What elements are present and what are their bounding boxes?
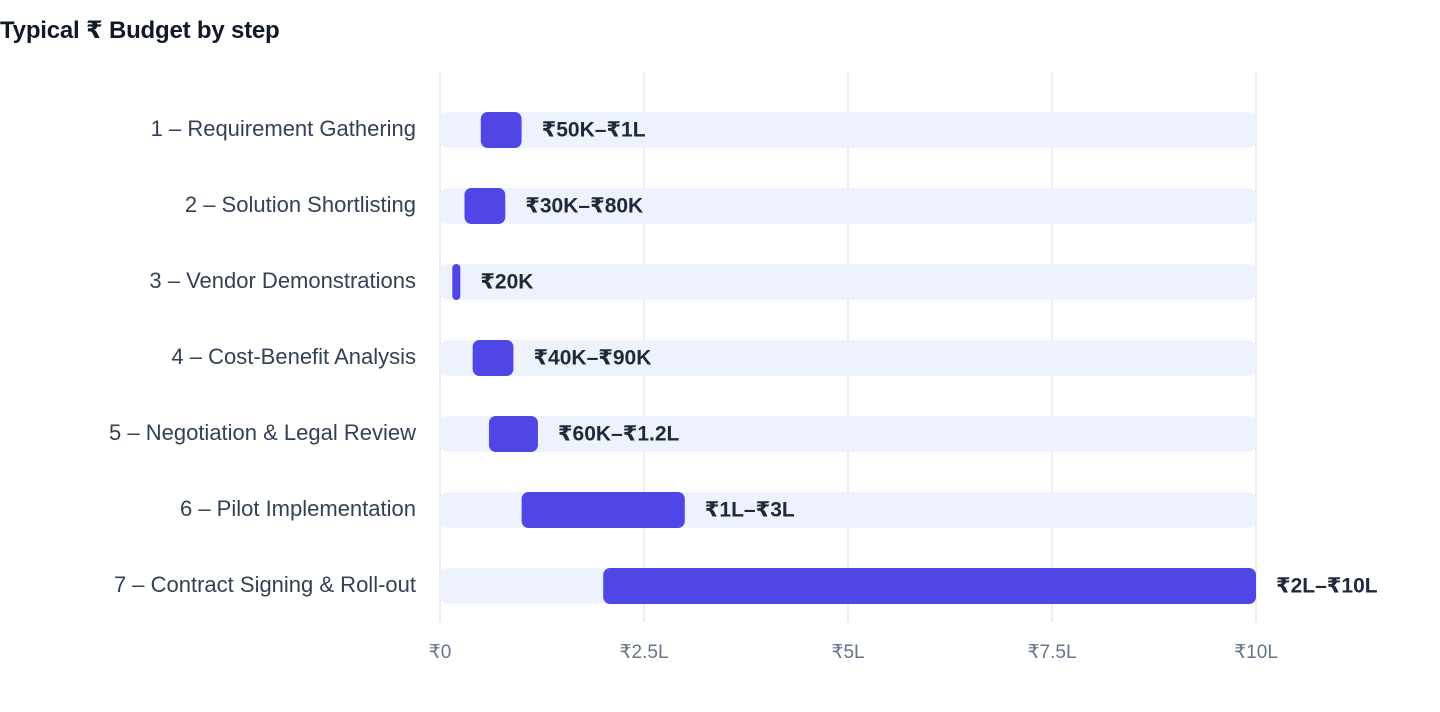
category-label: 2 – Solution Shortlisting bbox=[185, 192, 416, 217]
x-tick-label: ₹7.5L bbox=[1027, 642, 1076, 663]
category-label: 4 – Cost-Benefit Analysis bbox=[171, 344, 416, 369]
x-tick-label: ₹10L bbox=[1234, 642, 1278, 663]
bar-track bbox=[440, 340, 1256, 376]
range-bar bbox=[603, 568, 1256, 604]
chart-title: Typical ₹ Budget by step bbox=[0, 17, 280, 44]
value-label: ₹50K–₹1L bbox=[542, 119, 646, 142]
value-label: ₹20K bbox=[480, 271, 533, 294]
range-bar bbox=[452, 264, 461, 300]
range-bar bbox=[480, 112, 522, 148]
category-label: 1 – Requirement Gathering bbox=[151, 116, 416, 141]
bar-track bbox=[440, 188, 1256, 224]
x-tick-label: ₹2.5L bbox=[619, 642, 668, 663]
value-label: ₹1L–₹3L bbox=[705, 499, 795, 522]
range-bar bbox=[472, 340, 514, 376]
range-bar bbox=[464, 188, 506, 224]
range-bar bbox=[488, 416, 538, 452]
category-label: 7 – Contract Signing & Roll-out bbox=[114, 572, 416, 597]
x-tick-label: ₹0 bbox=[429, 642, 452, 663]
value-label: ₹30K–₹80K bbox=[525, 195, 643, 218]
x-tick-label: ₹5L bbox=[831, 642, 864, 663]
bar-track bbox=[440, 416, 1256, 452]
bar-track bbox=[440, 112, 1256, 148]
range-bar bbox=[521, 492, 685, 528]
category-label: 5 – Negotiation & Legal Review bbox=[109, 420, 416, 445]
bar-track bbox=[440, 264, 1256, 300]
category-label: 6 – Pilot Implementation bbox=[180, 496, 416, 521]
value-label: ₹40K–₹90K bbox=[533, 347, 651, 370]
category-label: 3 – Vendor Demonstrations bbox=[149, 268, 416, 293]
value-label: ₹2L–₹10L bbox=[1276, 575, 1378, 598]
value-label: ₹60K–₹1.2L bbox=[558, 423, 680, 446]
